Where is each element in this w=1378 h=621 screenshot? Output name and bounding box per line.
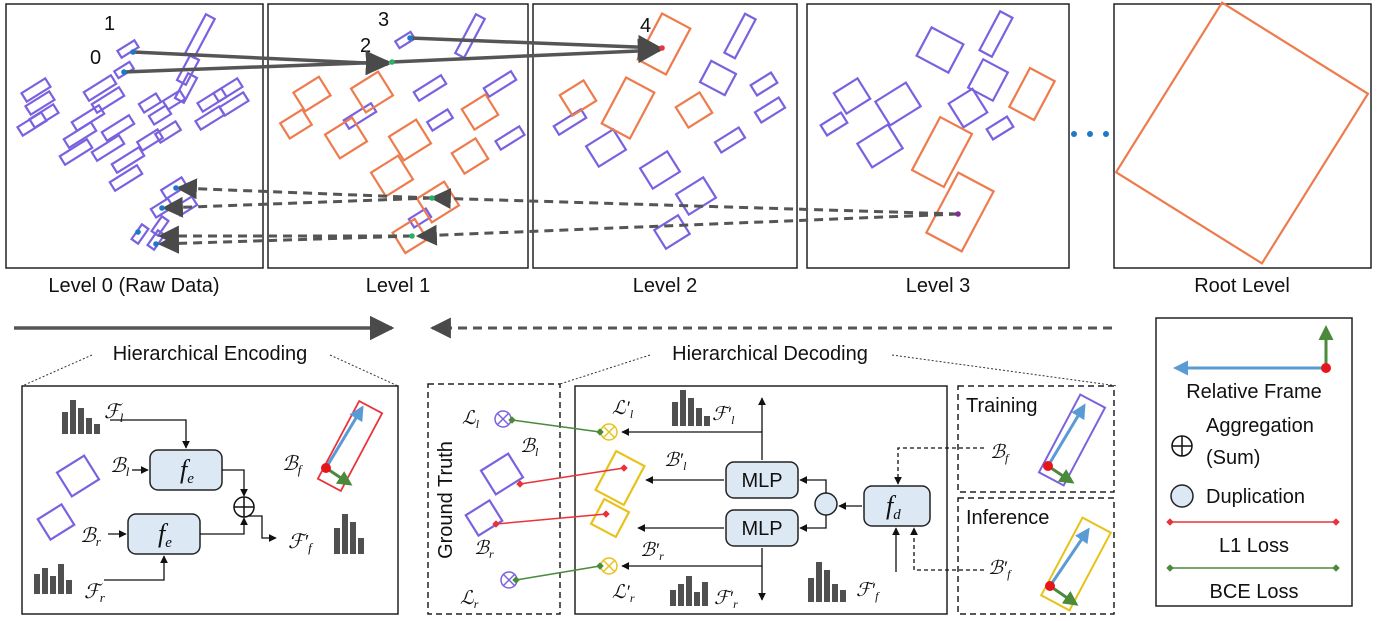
mlp-top-box [725, 461, 799, 499]
loss-l-pred-label: ℒ′l [612, 398, 634, 421]
feat-r-pred-label: ℱ′r [714, 588, 738, 611]
encoding-panel: ℱl ℬl ℬr fe fe ℱr ℬf [21, 385, 399, 615]
legend-aggregation-line1: Aggregation [1206, 415, 1314, 437]
root-level-panel [1113, 1, 1372, 269]
mlp-bottom-box [725, 509, 799, 547]
legend-duplication-icon [1170, 484, 1194, 508]
loss-connectors [492, 416, 628, 584]
legend-aggregation-line2: (Sum) [1206, 447, 1260, 469]
gt-pose-left-label: ℬl [520, 436, 539, 459]
point-label-2: 2 [360, 35, 371, 57]
feature-father-histogram [334, 514, 364, 554]
feat-l-pred-histogram [672, 390, 710, 426]
inference-panel: Inference ℬ′f [910, 497, 1115, 615]
pose-left-box [55, 454, 101, 498]
point-label-3: 3 [378, 9, 389, 31]
level-0-label: Level 0 (Raw Data) [48, 275, 219, 297]
loss-r-pred-label: ℒ′r [612, 582, 635, 605]
loss-r-label: ℒr [460, 588, 479, 611]
pose-r-pred-label: ℬ′r [640, 540, 664, 563]
encoder-top-label: fe [180, 455, 194, 487]
level-1-label: Level 1 [366, 275, 431, 297]
feature-right-histogram [34, 564, 72, 594]
encoder-bottom-label: fe [158, 519, 172, 551]
training-pose-label: ℬf [990, 442, 1010, 465]
root-level-label: Root Level [1194, 275, 1290, 297]
inference-pose-label: ℬ′f [988, 558, 1012, 581]
feat-f-pred-label: ℱ′f [856, 580, 880, 603]
feature-father-label: ℱ′f [288, 531, 314, 555]
inference-pose-box [1039, 516, 1113, 612]
inference-label: Inference [966, 507, 1049, 529]
point-label-1: 1 [104, 13, 115, 35]
legend-bce-loss: BCE Loss [1210, 581, 1299, 603]
point-label-4: 4 [640, 15, 651, 37]
ground-truth-panel: Ground Truth ℒl ℬl ℬr ℒr [427, 383, 561, 615]
decoder-box [863, 485, 931, 527]
level-0-panel: 1 0 [5, 3, 264, 269]
training-label: Training [966, 395, 1038, 417]
decoding-title: Hierarchical Decoding [672, 343, 868, 365]
pose-l-pred-box [594, 449, 646, 507]
legend-relative-frame: Relative Frame [1186, 381, 1322, 403]
feature-right-label: ℱr [84, 581, 106, 605]
training-pose-box [1037, 393, 1107, 487]
encoding-title: Hierarchical Encoding [113, 343, 308, 365]
pose-right-label: ℬr [80, 525, 102, 549]
ellipsis-dots [1071, 131, 1109, 137]
pose-father-label: ℬf [282, 453, 304, 477]
duplication-symbol [814, 492, 838, 516]
key-points [121, 35, 961, 247]
ground-truth-label: Ground Truth [435, 441, 457, 559]
mlp-top-label: MLP [741, 470, 782, 492]
pose-left-label: ℬl [110, 455, 130, 479]
feat-f-pred-histogram [808, 562, 846, 602]
point-label-0: 0 [90, 47, 101, 69]
legend-l1-loss: L1 Loss [1219, 535, 1289, 557]
decoder-label: fd [886, 491, 901, 523]
decoding-main-panel: ℒ′l ℒ′r ℬ′l ℬ′r ℱ′l ℱ′r ℱ′f MLP [574, 385, 948, 615]
gt-pose-right-box [464, 498, 504, 538]
legend-panel: Relative Frame Aggregation (Sum) Duplica… [1155, 317, 1353, 607]
feature-left-label: ℱl [104, 401, 124, 425]
pose-father-box [316, 399, 384, 493]
level-3-panel [806, 3, 1070, 269]
level-2-label: Level 2 [633, 275, 698, 297]
pose-l-pred-label: ℬ′l [664, 450, 687, 473]
feature-left-histogram [62, 400, 100, 434]
encoding-arrows [123, 34, 663, 76]
gt-pose-right-label: ℬr [474, 538, 494, 561]
level-3-label: Level 3 [906, 275, 971, 297]
loss-l-label: ℒl [462, 408, 480, 431]
callout-lines [21, 354, 1119, 387]
legend-duplication: Duplication [1206, 486, 1305, 508]
level-1-panel: 3 2 [267, 3, 529, 269]
feat-l-pred-label: ℱ′l [712, 404, 735, 427]
mlp-bottom-label: MLP [741, 518, 782, 540]
training-panel: Training ℬf [894, 385, 1115, 493]
pose-right-box [36, 502, 76, 542]
gt-pose-left-box [479, 452, 525, 496]
feat-r-pred-histogram [670, 576, 708, 606]
decoding-arrows [157, 178, 959, 254]
